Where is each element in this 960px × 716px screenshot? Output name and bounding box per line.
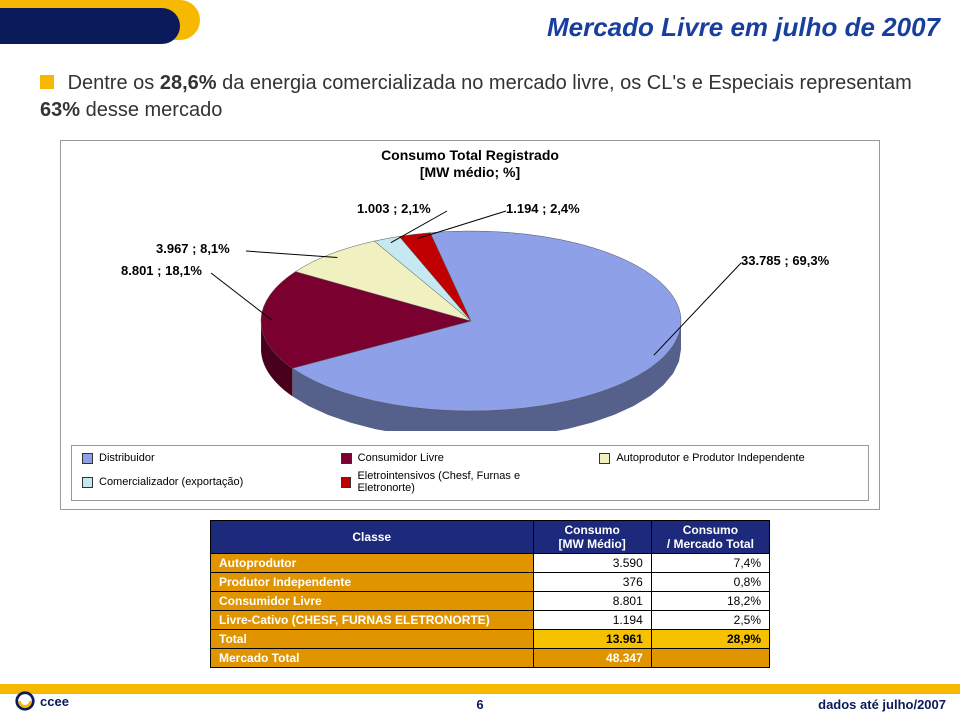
legend-item: Eletrointensivos (Chesf, Furnas e Eletro…: [341, 470, 576, 494]
page-title: Mercado Livre em julho de 2007: [547, 12, 940, 43]
pie-label: 33.785 ; 69,3%: [741, 253, 829, 268]
bullet-pct2: 63%: [40, 99, 80, 121]
table-row: Produtor Independente3760,8%: [211, 573, 770, 592]
chart-title-l1: Consumo Total Registrado: [61, 147, 879, 164]
table-mercado-total: Mercado Total48.347: [211, 649, 770, 668]
bullet-pct1: 28,6%: [160, 72, 217, 94]
footer-note: dados até julho/2007: [818, 697, 946, 712]
table-header: Consumo [MW Médio]: [533, 521, 651, 554]
pie-canvas: 1.194 ; 2,4% 33.785 ; 69,3% 8.801 ; 18,1% 3…: [61, 191, 879, 431]
table-total-row: Total13.96128,9%: [211, 630, 770, 649]
pie-svg: [61, 191, 881, 431]
bullet-icon: [40, 75, 54, 89]
data-table: ClasseConsumo [MW Médio]Consumo/ Mercado…: [210, 520, 770, 668]
pie-label: 3.967 ; 8,1%: [156, 241, 230, 256]
table-row: Livre-Cativo (CHESF, FURNAS ELETRONORTE)…: [211, 611, 770, 630]
legend-item: Comercializador (exportação): [82, 470, 317, 494]
table-row: Consumidor Livre8.80118,2%: [211, 592, 770, 611]
pie-label: 1.194 ; 2,4%: [506, 201, 580, 216]
legend-item: Consumidor Livre: [341, 452, 576, 464]
page-number: 6: [0, 697, 960, 712]
slide: Mercado Livre em julho de 2007 Dentre os…: [0, 0, 960, 716]
bullet-post: desse mercado: [86, 99, 223, 121]
chart-title: Consumo Total Registrado [MW médio; %]: [61, 147, 879, 181]
pie-label: 8.801 ; 18,1%: [121, 263, 202, 278]
bullet-mid: da energia comercializada no mercado liv…: [222, 72, 912, 94]
chart-title-l2: [MW médio; %]: [61, 164, 879, 181]
legend-item: Autoprodutor e Produtor Independente: [599, 452, 834, 464]
legend-item: Distribuidor: [82, 452, 317, 464]
pie-label: 1.003 ; 2,1%: [357, 201, 431, 216]
bullet-pre: Dentre os: [68, 72, 160, 94]
table-header: Consumo/ Mercado Total: [651, 521, 769, 554]
header-ribbon: [0, 0, 220, 44]
pie-chart: Consumo Total Registrado [MW médio; %] 1…: [60, 140, 880, 510]
table-header: Classe: [211, 521, 534, 554]
ribbon-blue: [0, 8, 180, 44]
footer-bar: [0, 684, 960, 694]
chart-legend: Distribuidor Consumidor Livre Autoprodutor…: [71, 445, 869, 501]
bullet-text: Dentre os 28,6% da energia comercializad…: [40, 70, 920, 124]
table-row: Autoprodutor3.5907,4%: [211, 554, 770, 573]
